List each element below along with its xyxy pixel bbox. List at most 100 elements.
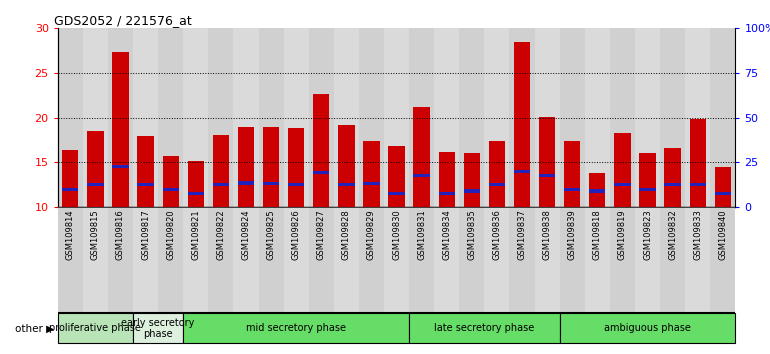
Bar xyxy=(514,42,531,207)
Bar xyxy=(359,207,384,313)
Bar xyxy=(58,313,133,343)
Text: GSM109832: GSM109832 xyxy=(668,209,677,260)
Text: GSM109840: GSM109840 xyxy=(718,209,728,260)
Bar xyxy=(108,207,133,313)
Bar xyxy=(309,28,334,207)
Bar xyxy=(313,95,330,207)
Bar xyxy=(660,28,685,207)
Text: ambiguous phase: ambiguous phase xyxy=(604,323,691,333)
Bar xyxy=(388,192,405,195)
Text: late secretory phase: late secretory phase xyxy=(434,323,534,333)
Text: GSM109838: GSM109838 xyxy=(543,209,551,260)
Bar xyxy=(459,28,484,207)
Bar xyxy=(639,154,656,207)
Bar xyxy=(233,207,259,313)
Bar xyxy=(213,135,229,207)
Bar xyxy=(263,127,280,207)
Bar xyxy=(388,146,405,207)
Text: GSM109819: GSM109819 xyxy=(618,209,627,260)
Bar xyxy=(183,207,209,313)
Bar xyxy=(112,52,129,207)
Bar xyxy=(83,28,108,207)
Bar xyxy=(610,28,635,207)
Text: GSM109814: GSM109814 xyxy=(65,209,75,260)
Bar xyxy=(589,173,605,207)
Bar xyxy=(413,174,430,177)
Text: GSM109828: GSM109828 xyxy=(342,209,351,260)
Bar xyxy=(534,28,560,207)
Bar xyxy=(133,313,183,343)
Bar xyxy=(338,183,354,186)
Bar xyxy=(183,313,409,343)
Bar xyxy=(259,28,283,207)
Bar xyxy=(660,207,685,313)
Text: other ▶: other ▶ xyxy=(15,323,54,333)
Bar xyxy=(334,207,359,313)
Bar xyxy=(510,28,534,207)
Text: GSM109834: GSM109834 xyxy=(442,209,451,260)
Bar xyxy=(137,183,154,186)
Bar xyxy=(584,207,610,313)
Text: GSM109830: GSM109830 xyxy=(392,209,401,260)
Bar xyxy=(564,141,581,207)
Bar xyxy=(259,207,283,313)
Bar xyxy=(489,141,505,207)
Bar xyxy=(614,183,631,186)
Text: GSM109815: GSM109815 xyxy=(91,209,100,260)
Bar xyxy=(560,207,584,313)
Text: GSM109818: GSM109818 xyxy=(593,209,602,260)
Bar xyxy=(359,28,384,207)
Text: GSM109833: GSM109833 xyxy=(693,209,702,260)
Text: GSM109816: GSM109816 xyxy=(116,209,125,260)
Bar xyxy=(665,148,681,207)
Bar xyxy=(464,154,480,207)
Bar xyxy=(409,313,560,343)
Bar xyxy=(464,189,480,193)
Bar xyxy=(83,207,108,313)
Bar xyxy=(685,28,710,207)
Bar xyxy=(87,131,103,207)
Bar xyxy=(363,141,380,207)
Text: early secretory
phase: early secretory phase xyxy=(122,318,195,339)
Bar xyxy=(489,183,505,186)
Bar xyxy=(610,207,635,313)
Bar xyxy=(589,189,605,193)
Bar xyxy=(534,207,560,313)
Bar xyxy=(409,28,434,207)
Bar xyxy=(614,133,631,207)
Bar xyxy=(715,167,731,207)
Bar xyxy=(484,207,510,313)
Bar xyxy=(715,192,731,195)
Bar xyxy=(137,137,154,207)
Text: GSM109820: GSM109820 xyxy=(166,209,176,260)
Bar xyxy=(514,170,531,173)
Bar xyxy=(690,183,706,186)
Text: proliferative phase: proliferative phase xyxy=(49,323,142,333)
Bar xyxy=(690,120,706,207)
Text: GSM109826: GSM109826 xyxy=(292,209,300,260)
Bar xyxy=(338,125,354,207)
Text: GSM109835: GSM109835 xyxy=(467,209,477,260)
Bar xyxy=(133,207,158,313)
Bar xyxy=(158,207,183,313)
Bar xyxy=(439,192,455,195)
Bar xyxy=(58,207,83,313)
Text: GSM109822: GSM109822 xyxy=(216,209,226,260)
Text: GSM109839: GSM109839 xyxy=(567,209,577,260)
Text: mid secretory phase: mid secretory phase xyxy=(246,323,346,333)
Bar xyxy=(183,28,209,207)
Bar xyxy=(484,28,510,207)
Bar xyxy=(539,174,555,177)
Bar xyxy=(62,188,79,191)
Bar xyxy=(288,183,304,186)
Text: GSM109837: GSM109837 xyxy=(517,209,527,260)
Bar xyxy=(238,181,254,184)
Bar xyxy=(635,28,660,207)
Bar xyxy=(112,165,129,169)
Text: GDS2052 / 221576_at: GDS2052 / 221576_at xyxy=(55,14,192,27)
Bar xyxy=(539,117,555,207)
Text: GSM109823: GSM109823 xyxy=(643,209,652,260)
Bar xyxy=(87,183,103,186)
Bar xyxy=(560,28,584,207)
Text: GSM109821: GSM109821 xyxy=(191,209,200,260)
